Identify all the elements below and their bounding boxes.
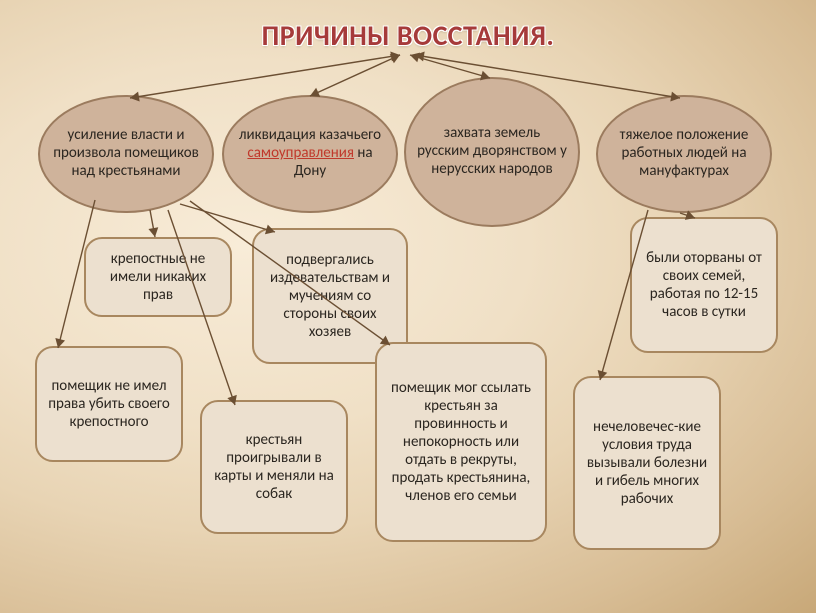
cause-text: усиление власти и произвола помещиков на…: [50, 127, 202, 180]
detail-gambled-in-cards: крестьян проигрывали в карты и меняли на…: [200, 400, 348, 534]
page-title: ПРИЧИНЫ ВОССТАНИЯ.: [262, 18, 555, 53]
cause-power-landlords: усиление власти и произвола помещиков на…: [38, 95, 214, 213]
cause-manufactory-workers: тяжелое положение работных людей на ману…: [596, 95, 772, 213]
cause-text: захвата земель русским дворянством у нер…: [416, 125, 568, 178]
cause-text: тяжелое положение работных людей на ману…: [608, 127, 760, 180]
detail-exile-sell: помещик мог ссылать крестьян за провинно…: [375, 342, 547, 542]
cause-land-seizure: захвата земель русским дворянством у нер…: [404, 77, 580, 227]
detail-no-right-to-kill: помещик не имел права убить своего крепо…: [35, 346, 183, 462]
cause-text: ликвидация казачьего самоуправления на Д…: [234, 127, 386, 180]
detail-no-rights: крепостные не имели никаких прав: [84, 237, 232, 317]
detail-inhuman-conditions: нечеловечес-кие условия труда вызывали б…: [573, 376, 721, 550]
cause-cossack-selfgov: ликвидация казачьего самоуправления на Д…: [222, 95, 398, 213]
detail-separated-families: были оторваны от своих семей, работая по…: [630, 217, 778, 353]
